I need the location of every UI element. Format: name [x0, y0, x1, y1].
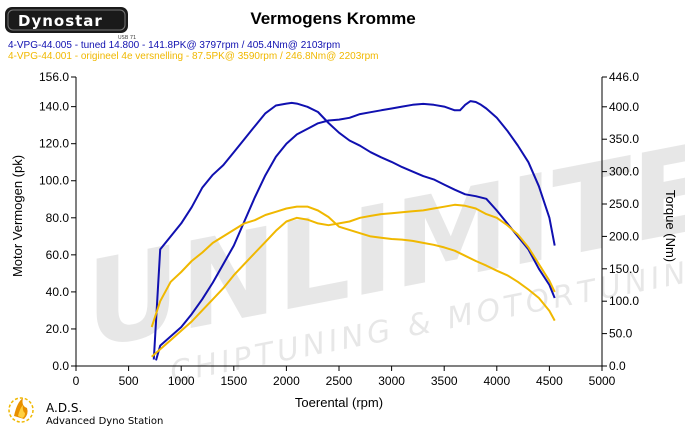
y-tick-label: 156.0: [39, 70, 69, 84]
x-tick-label: 500: [119, 374, 139, 388]
chart-title: Vermogens Kromme: [250, 9, 415, 28]
ads-flame-icon: [8, 397, 34, 423]
y-tick-label: 140.0: [39, 100, 69, 114]
logo-subtext: USB 71: [118, 35, 136, 41]
y2-tick-label: 0.0: [609, 359, 626, 373]
ads-subtitle: Advanced Dyno Station: [46, 416, 163, 427]
series-layer: [150, 100, 556, 361]
y2-tick-label: 50.0: [609, 327, 633, 341]
y2-tick-label: 100.0: [609, 294, 639, 308]
logo-badge-inner: [7, 9, 126, 31]
y2-tick-label: 200.0: [609, 229, 639, 243]
x-tick-label: 2000: [273, 374, 300, 388]
y2-tick-label: 446.0: [609, 70, 639, 84]
ads-title: A.D.S.: [46, 401, 82, 415]
x-tick-label: 1000: [168, 374, 195, 388]
y-tick-label: 100.0: [39, 174, 69, 188]
y-tick-label: 80.0: [46, 211, 70, 225]
x-tick-label: 3000: [378, 374, 405, 388]
left-axis-ticks: 0.0 20.0 40.0 60.0 80.0 100.0 120.0 140.0 156.0: [39, 70, 76, 373]
y2-axis-label: Torque (Nm): [663, 190, 678, 262]
y-axis-label: Motor Vermogen (pk): [10, 155, 25, 277]
original-power-line: [151, 203, 556, 358]
logo-badge: [5, 7, 128, 33]
y2-tick-label: 150.0: [609, 262, 639, 276]
y2-tick-label: 250.0: [609, 197, 639, 211]
legend-entry-tuned: 4-VPG-44.005 - tuned 14.800 - 141.8PK@ 3…: [8, 40, 340, 51]
y2-tick-label: 350.0: [609, 132, 639, 146]
x-tick-label: 2500: [326, 374, 353, 388]
y-tick-label: 60.0: [46, 248, 70, 262]
tuned-power-line: [155, 100, 556, 361]
y-tick-label: 120.0: [39, 137, 69, 151]
y-tick-label: 20.0: [46, 322, 70, 336]
y-tick-label: 0.0: [52, 359, 69, 373]
x-tick-label: 1500: [220, 374, 247, 388]
x-tick-label: 3500: [431, 374, 458, 388]
logo-text: Dynostar: [18, 12, 103, 30]
right-axis-ticks: 0.0 50.0 100.0 150.0 200.0 250.0 300.0 350.0 400…: [602, 70, 639, 373]
ads-logo: A.D.S. Advanced Dyno Station: [8, 397, 163, 427]
x-tick-label: 0: [73, 374, 80, 388]
x-axis-ticks: 0 500 1000 1500 2000 2500 3000 3500 4000 4500 5000: [73, 366, 616, 388]
original-torque-line: [150, 205, 556, 328]
x-tick-label: 4500: [536, 374, 563, 388]
x-tick-label: 5000: [589, 374, 616, 388]
y2-tick-label: 400.0: [609, 100, 639, 114]
y-tick-label: 40.0: [46, 285, 70, 299]
x-axis-label: Toerental (rpm): [295, 395, 383, 410]
dynostar-logo: Dynostar USB 71: [5, 7, 136, 41]
x-tick-label: 4000: [483, 374, 510, 388]
legend-entry-original: 4-VPG-44.001 - origineel 4e versnelling …: [8, 51, 379, 62]
y2-tick-label: 300.0: [609, 165, 639, 179]
tuned-torque-line: [152, 101, 556, 360]
